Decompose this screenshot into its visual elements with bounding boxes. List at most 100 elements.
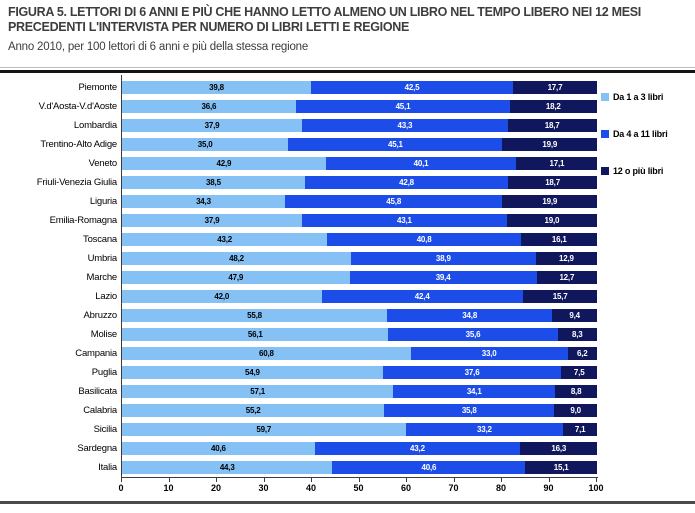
- bar-value-label: 37,9: [204, 215, 220, 225]
- bar-segment: 35,8: [384, 403, 555, 417]
- bar-value-label: 54,9: [244, 367, 260, 377]
- category-label: Trentino-Alto Adige: [40, 138, 117, 150]
- bar-value-label: 39,4: [435, 272, 451, 282]
- legend-item: Da 1 a 3 libri: [601, 92, 663, 102]
- bar-value-label: 40,6: [211, 443, 226, 453]
- bar-value-label: 34,1: [466, 386, 482, 396]
- bar-value-label: 36,6: [201, 101, 217, 111]
- bar-value-label: 48,2: [229, 253, 244, 263]
- bar-segment: 37,6: [382, 365, 562, 379]
- bar-value-label: 34,8: [462, 310, 478, 320]
- category-label: Puglia: [91, 366, 117, 378]
- bar-segment: 42,4: [321, 289, 523, 303]
- bar-value-label: 59,7: [256, 424, 272, 434]
- bar-segment: 47,9: [122, 270, 350, 284]
- bar-segment: 16,1: [521, 232, 598, 246]
- bar-segment: 15,1: [525, 460, 597, 474]
- bar-value-label: 39,8: [209, 82, 224, 92]
- bar-segment: 60,8: [122, 346, 411, 360]
- legend-swatch-icon: [601, 167, 609, 175]
- x-tick-label: 0: [118, 483, 124, 493]
- bar-value-label: 18,2: [545, 101, 561, 111]
- bar-value-label: 8,8: [570, 386, 582, 396]
- x-tick-label: 100: [588, 483, 604, 493]
- bar-segment: 45,8: [284, 194, 503, 208]
- bar-value-label: 45,8: [386, 196, 402, 206]
- bar-value-label: 12,9: [558, 253, 574, 263]
- y-axis-line: [121, 75, 122, 477]
- bottom-divider: [0, 501, 695, 504]
- bar-segment: 56,1: [122, 327, 389, 341]
- bar-value-label: 42,0: [214, 291, 230, 301]
- bar-value-label: 8,3: [572, 329, 583, 339]
- bar-segment: 34,3: [122, 194, 285, 208]
- bar-segment: 12,7: [536, 270, 597, 284]
- bar-segment: 43,2: [314, 441, 521, 455]
- bar-value-label: 17,1: [549, 158, 565, 168]
- bar-value-label: 7,5: [573, 367, 585, 377]
- bar-segment: 45,1: [288, 137, 503, 151]
- bar-segment: 34,1: [393, 384, 556, 398]
- bar-value-label: 55,2: [245, 405, 261, 415]
- bar-value-label: 40,1: [413, 158, 429, 168]
- x-axis-tick: [406, 478, 407, 482]
- bar-segment: 57,1: [122, 384, 394, 398]
- x-tick-label: 10: [163, 483, 174, 493]
- bar-segment: 37,9: [122, 118, 303, 132]
- bar-value-label: 43,1: [396, 215, 412, 225]
- bar-segment: 18,2: [510, 99, 597, 113]
- category-label: Toscana: [83, 233, 117, 245]
- bar-segment: 18,7: [507, 118, 597, 132]
- bar-segment: 40,1: [325, 156, 517, 170]
- category-label: Veneto: [88, 157, 118, 169]
- bar-segment: 42,9: [122, 156, 326, 170]
- bar-value-label: 12,7: [559, 272, 575, 282]
- top-divider-thin: [0, 67, 695, 68]
- category-label: Basilicata: [78, 385, 117, 397]
- bar-value-label: 57,1: [250, 386, 265, 396]
- bar-value-label: 43,3: [397, 120, 413, 130]
- bar-value-label: 19,9: [542, 139, 558, 149]
- bar-value-label: 18,7: [544, 120, 560, 130]
- bar-value-label: 35,8: [461, 405, 477, 415]
- x-tick-label: 90: [543, 483, 554, 493]
- bar-value-label: 55,8: [247, 310, 262, 320]
- bar-value-label: 44,3: [219, 462, 235, 472]
- bar-segment: 43,1: [302, 213, 507, 227]
- bar-value-label: 45,1: [395, 101, 411, 111]
- x-axis-tick: [548, 478, 550, 482]
- x-tick-label: 60: [400, 483, 411, 493]
- category-label: Sicilia: [93, 423, 118, 435]
- bar-value-label: 6,2: [577, 348, 588, 358]
- bar-segment: 34,8: [387, 308, 553, 322]
- bar-value-label: 7,1: [574, 424, 586, 434]
- category-label: Piemonte: [78, 81, 117, 93]
- bar-segment: 40,8: [327, 232, 521, 246]
- bar-segment: 42,0: [122, 289, 322, 303]
- x-axis-tick: [596, 478, 597, 482]
- bar-segment: 33,2: [405, 422, 564, 436]
- category-label: Friuli-Venezia Giulia: [36, 176, 117, 188]
- bar-value-label: 38,5: [206, 177, 221, 187]
- legend-label: 12 o più libri: [613, 166, 664, 176]
- x-axis-tick: [216, 478, 217, 482]
- category-label: Umbria: [87, 252, 118, 264]
- bar-value-label: 15,1: [553, 462, 569, 472]
- bar-value-label: 42,9: [216, 158, 232, 168]
- bar-value-label: 33,0: [481, 348, 497, 358]
- page-subtitle: Anno 2010, per 100 lettori di 6 anni e p…: [8, 41, 309, 53]
- category-label: Sardegna: [77, 442, 117, 454]
- bar-value-label: 40,6: [421, 462, 437, 472]
- bar-value-label: 15,7: [552, 291, 568, 301]
- category-label: Lombardia: [73, 119, 117, 131]
- bar-value-label: 16,3: [551, 443, 567, 453]
- bar-segment: 35,6: [388, 327, 558, 341]
- bar-value-label: 18,7: [545, 177, 560, 187]
- bar-segment: 55,8: [122, 308, 388, 322]
- bar-value-label: 34,3: [196, 196, 211, 206]
- legend-label: Da 4 a 11 libri: [613, 129, 668, 139]
- legend-item: 12 o più libri: [601, 166, 663, 176]
- x-axis-line: [121, 477, 598, 478]
- bar-segment: 6,2: [567, 346, 597, 360]
